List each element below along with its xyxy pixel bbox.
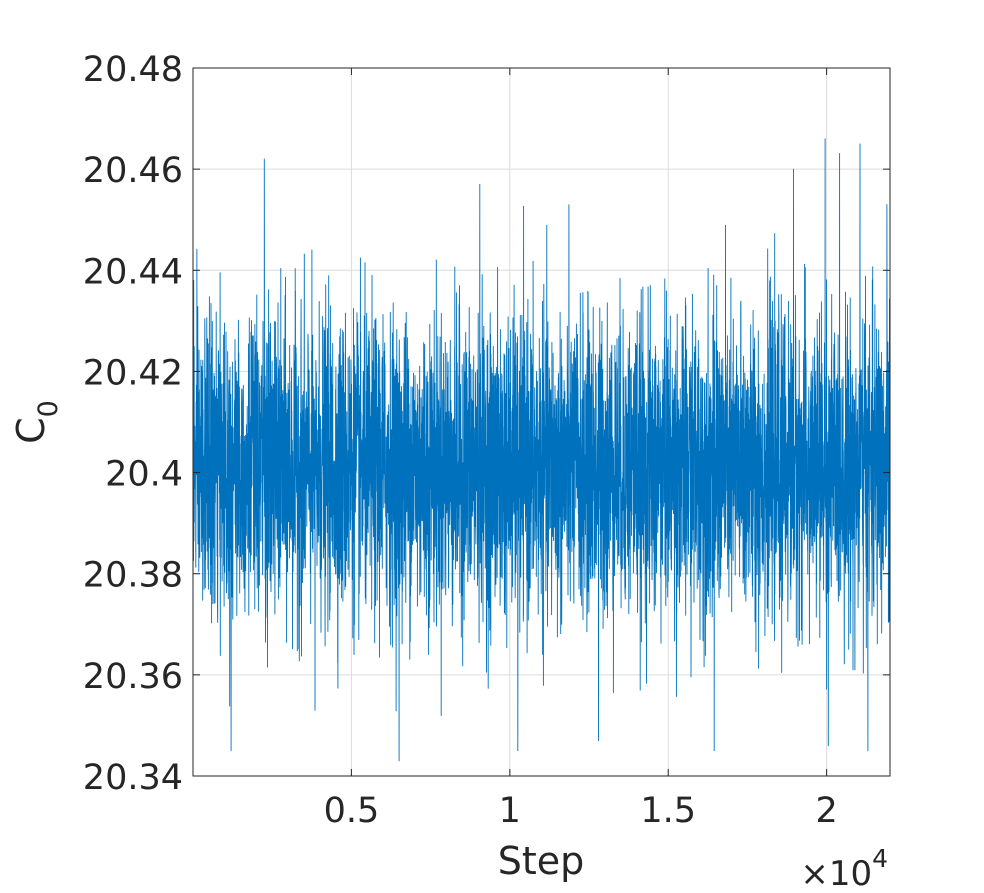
series-line-layer: [192, 138, 891, 762]
y-tick-label: 20.44: [83, 252, 183, 292]
x-axis-exponent: ×104: [800, 844, 888, 893]
x-tick-label: 0.5: [324, 791, 380, 831]
tick-labels: 20.34 20.36 20.38 20.4 20.42 20.44 20.46 20.48 0…: [83, 50, 838, 831]
y-tick-label: 20.4: [105, 455, 183, 495]
x-tick-label: 1.5: [640, 791, 696, 831]
y-axis-label-main: C: [9, 417, 53, 444]
y-tick-label: 20.42: [83, 353, 183, 393]
x-axis-exponent-base: ×10: [800, 854, 872, 893]
x-axis-exponent-power: 4: [872, 844, 888, 873]
y-axis-label-subscript: 0: [33, 400, 64, 417]
y-tick-label: 20.48: [83, 50, 183, 90]
y-tick-label: 20.36: [83, 657, 183, 697]
ticks: [193, 67, 890, 777]
y-tick-label: 20.38: [83, 556, 183, 596]
y-tick-label: 20.46: [83, 151, 183, 191]
axes-box: [192, 67, 891, 777]
y-axis-label: C0: [9, 400, 64, 444]
x-axis-label: Step: [498, 839, 585, 883]
x-tick-label: 2: [815, 791, 837, 831]
series-line: [192, 138, 891, 762]
x-tick-label: 1: [499, 791, 521, 831]
y-tick-label: 20.34: [83, 758, 183, 798]
